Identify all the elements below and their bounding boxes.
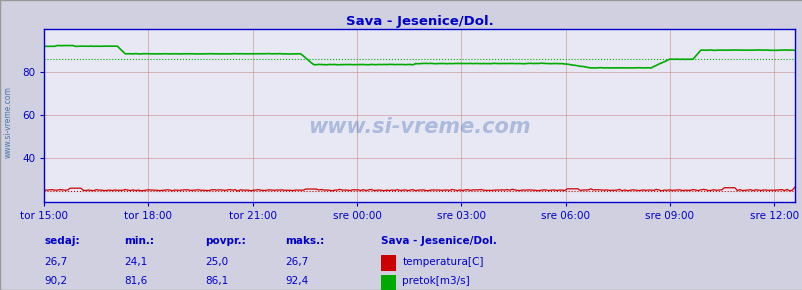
Text: povpr.:: povpr.: [205, 236, 245, 246]
Text: temperatura[C]: temperatura[C] [402, 257, 483, 267]
Text: www.si-vreme.com: www.si-vreme.com [3, 86, 13, 158]
Text: 92,4: 92,4 [285, 276, 308, 286]
Text: 26,7: 26,7 [44, 257, 67, 267]
Text: pretok[m3/s]: pretok[m3/s] [402, 276, 469, 286]
Text: Sava - Jesenice/Dol.: Sava - Jesenice/Dol. [381, 236, 496, 246]
Text: 26,7: 26,7 [285, 257, 308, 267]
Text: 90,2: 90,2 [44, 276, 67, 286]
Text: maks.:: maks.: [285, 236, 324, 246]
Text: 86,1: 86,1 [205, 276, 228, 286]
Text: 24,1: 24,1 [124, 257, 148, 267]
Title: Sava - Jesenice/Dol.: Sava - Jesenice/Dol. [346, 15, 492, 28]
Text: sedaj:: sedaj: [44, 236, 79, 246]
Text: min.:: min.: [124, 236, 154, 246]
Text: 25,0: 25,0 [205, 257, 228, 267]
Text: www.si-vreme.com: www.si-vreme.com [308, 117, 530, 137]
Text: 81,6: 81,6 [124, 276, 148, 286]
